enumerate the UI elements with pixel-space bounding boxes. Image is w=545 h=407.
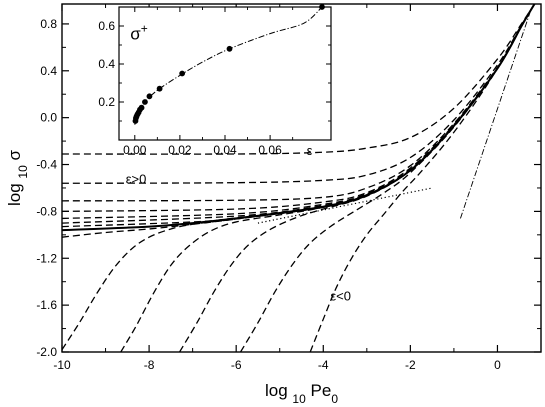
y-axis-title-sub: 10 [16,165,30,179]
inset-frame [118,6,332,141]
annotation-1: ε>0 [126,171,147,186]
y-tick-label: -0.8 [36,204,57,218]
x-tick-label: -10 [53,358,71,372]
inset-y-tick-label: 0.6 [98,19,115,33]
x-axis-title: log 10 Pe0 [265,381,338,406]
main-plot: -10 -8 -6 -4 -2 0-2.0-1.6-1.2-0.8-0.40.00.40.… [5,3,542,406]
x-tick-label: -2 [405,358,416,372]
annotation-2: ε<0 [330,288,351,303]
y-tick-label: -2.0 [36,345,57,359]
inset-data-point [179,70,186,77]
y-tick-label: -1.6 [36,298,57,312]
series-line-15-solid [62,4,536,232]
x-tick-label: -6 [231,358,242,372]
x-axis-title-rest-sub: 0 [331,392,338,406]
inset-x-tick-label: 0.02 [168,143,192,157]
curves-group [62,4,536,352]
inset-y-tick-label: 0.4 [98,57,115,71]
x-tick-label: 0 [494,358,501,372]
inset-label-sup: + [141,21,148,35]
y-axis-title-rest: σ [5,149,24,165]
inset-x-tick-label: 0.00 [123,143,147,157]
inset-data-point [156,85,163,92]
y-tick-label: 0.4 [40,64,57,78]
x-axis-title-base: log [265,381,292,400]
y-tick-label: -1.2 [36,251,57,265]
inset-x-tick-label: 0.04 [213,143,237,157]
inset-label-base: σ [130,24,141,43]
series-line-17-dashdot [460,12,531,219]
inset-data-point [146,93,153,100]
x-axis-title-rest: Pe [306,381,332,400]
x-tick-label: -8 [144,358,155,372]
inset-x-tick-label: 0.06 [258,143,282,157]
plot-frame [61,3,542,353]
y-axis-title-base: log [5,179,24,206]
series-line-1-dashed [62,4,536,155]
x-tick-label: -4 [318,358,329,372]
inset-data-point [226,45,233,52]
inset-data-point [142,99,148,105]
y-tick-label: 0.0 [40,111,57,125]
inset-y-tick-label: 0.2 [98,95,115,109]
inset-data-point [138,104,145,111]
inset-plot: 0.00 0.02 0.04 0.06 0.2 0.4 0.6 σ+ ε [98,4,332,158]
inset-x-axis-title: ε [307,143,313,158]
x-axis-title-sub: 10 [292,392,306,406]
inset-label: σ+ [130,21,148,43]
y-tick-label: 0.8 [40,17,57,31]
y-tick-label: -0.4 [36,158,57,172]
y-axis-title: log 10 σ [5,149,30,206]
inset-data-point [319,4,325,10]
series-line-2-dashed [62,4,536,184]
